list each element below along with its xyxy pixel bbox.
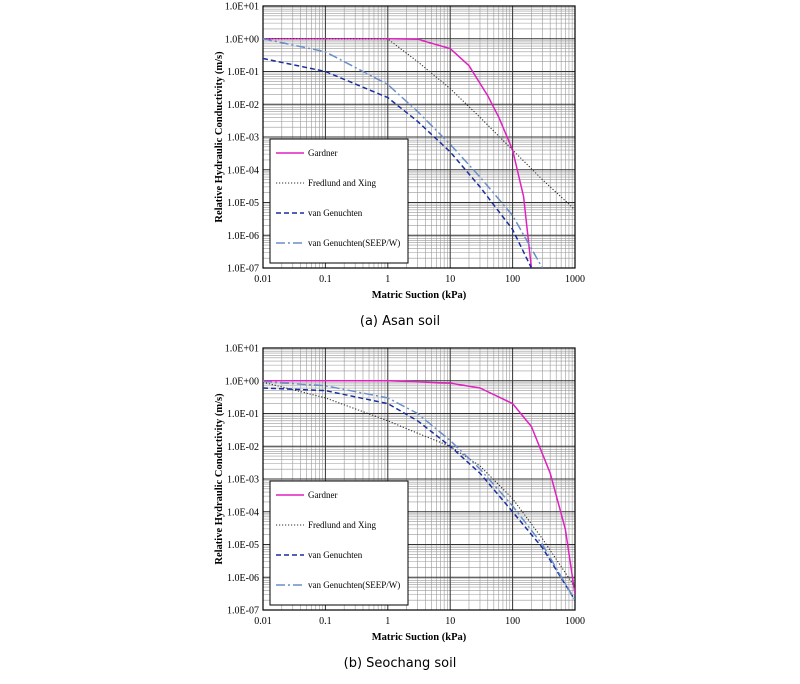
x-tick-label: 1000 — [565, 616, 585, 627]
plot-frame — [262, 347, 576, 611]
y-tick-label: 1.0E+01 — [225, 344, 259, 355]
legend-label: van Genuchten(SEEP/W) — [308, 580, 400, 590]
y-tick-label: 1.0E-01 — [227, 409, 259, 420]
y-tick-label: 1.0E-05 — [227, 198, 259, 209]
chart-asan-svg: 0.01 0.1 1 10 100 1000 1.0E-07 1.0E-06 1.0E-05 1.… — [214, 2, 585, 302]
legend-label: Gardner — [308, 490, 337, 500]
x-tick-label: 10 — [445, 616, 455, 627]
x-tick-label: 100 — [505, 274, 520, 285]
y-tick-label: 1.0E-06 — [227, 231, 259, 242]
legend-label: Fredlund and Xing — [308, 520, 376, 530]
legend-label: van Genuchten — [308, 208, 363, 218]
y-tick-label: 1.0E-06 — [227, 573, 259, 584]
x-tick-label: 0.1 — [319, 616, 332, 627]
y-tick-label: 1.0E-07 — [227, 606, 259, 617]
y-tick-label: 1.0E-04 — [227, 507, 259, 518]
legend: Gardner Fredlund and Xing van Genuchten van… — [269, 480, 409, 606]
plot-frame — [262, 5, 576, 269]
y-tick-label: 1.0E-07 — [227, 264, 259, 275]
series-line — [263, 57, 533, 268]
x-tick-label: 1000 — [565, 274, 585, 285]
series-line — [263, 380, 575, 595]
y-tick-label: 1.0E-01 — [227, 67, 259, 78]
y-tick-label: 1.0E+00 — [225, 34, 259, 45]
legend-label: Gardner — [308, 148, 337, 158]
y-tick-label: 1.0E-02 — [227, 442, 259, 453]
y-tick-label: 1.0E+01 — [225, 2, 259, 13]
legend-label: van Genuchten — [308, 550, 363, 560]
x-axis-title: Matric Suction (kPa) — [372, 290, 467, 301]
chart-caption: (b) Seochang soil — [343, 656, 457, 671]
x-axis-title: Matric Suction (kPa) — [372, 632, 467, 643]
chart-seochang-soil: 0.01 0.1 1 10 100 1000 1.0E-07 1.0E-06 1.0E-05 1.… — [0, 342, 800, 684]
series-line — [263, 38, 533, 268]
x-tick-label: 1 — [385, 274, 390, 285]
x-tick-label: 1 — [385, 616, 390, 627]
y-tick-label: 1.0E-03 — [227, 475, 259, 486]
series-line — [263, 387, 575, 601]
x-tick-label: 10 — [445, 274, 455, 285]
y-axis-title: Relative Hydraulic Conductivity (m/s) — [214, 51, 225, 223]
legend: Gardner Fredlund and Xing van Genuchten van… — [269, 138, 409, 264]
chart-seochang-svg: 0.01 0.1 1 10 100 1000 1.0E-07 1.0E-06 1.0E-05 1.… — [214, 344, 585, 644]
chart-caption: (a) Asan soil — [359, 314, 441, 329]
y-tick-label: 1.0E-03 — [227, 133, 259, 144]
y-axis-title: Relative Hydraulic Conductivity (m/s) — [214, 393, 225, 565]
x-tick-label: 100 — [505, 616, 520, 627]
y-tick-label: 1.0E-04 — [227, 165, 259, 176]
x-tick-label: 0.01 — [254, 616, 272, 627]
y-tick-label: 1.0E+00 — [225, 376, 259, 387]
chart-asan-soil: 0.01 0.1 1 10 100 1000 1.0E-07 1.0E-06 1.0E-05 1.… — [214, 2, 585, 330]
y-tick-label: 1.0E-05 — [227, 540, 259, 551]
series-line — [263, 380, 575, 601]
legend-label: Fredlund and Xing — [308, 178, 376, 188]
series-line — [263, 38, 575, 211]
x-tick-label: 0.01 — [254, 274, 272, 285]
legend-label: van Genuchten(SEEP/W) — [308, 238, 400, 248]
series-line — [263, 38, 544, 268]
y-tick-label: 1.0E-02 — [227, 100, 259, 111]
x-tick-label: 0.1 — [319, 274, 332, 285]
